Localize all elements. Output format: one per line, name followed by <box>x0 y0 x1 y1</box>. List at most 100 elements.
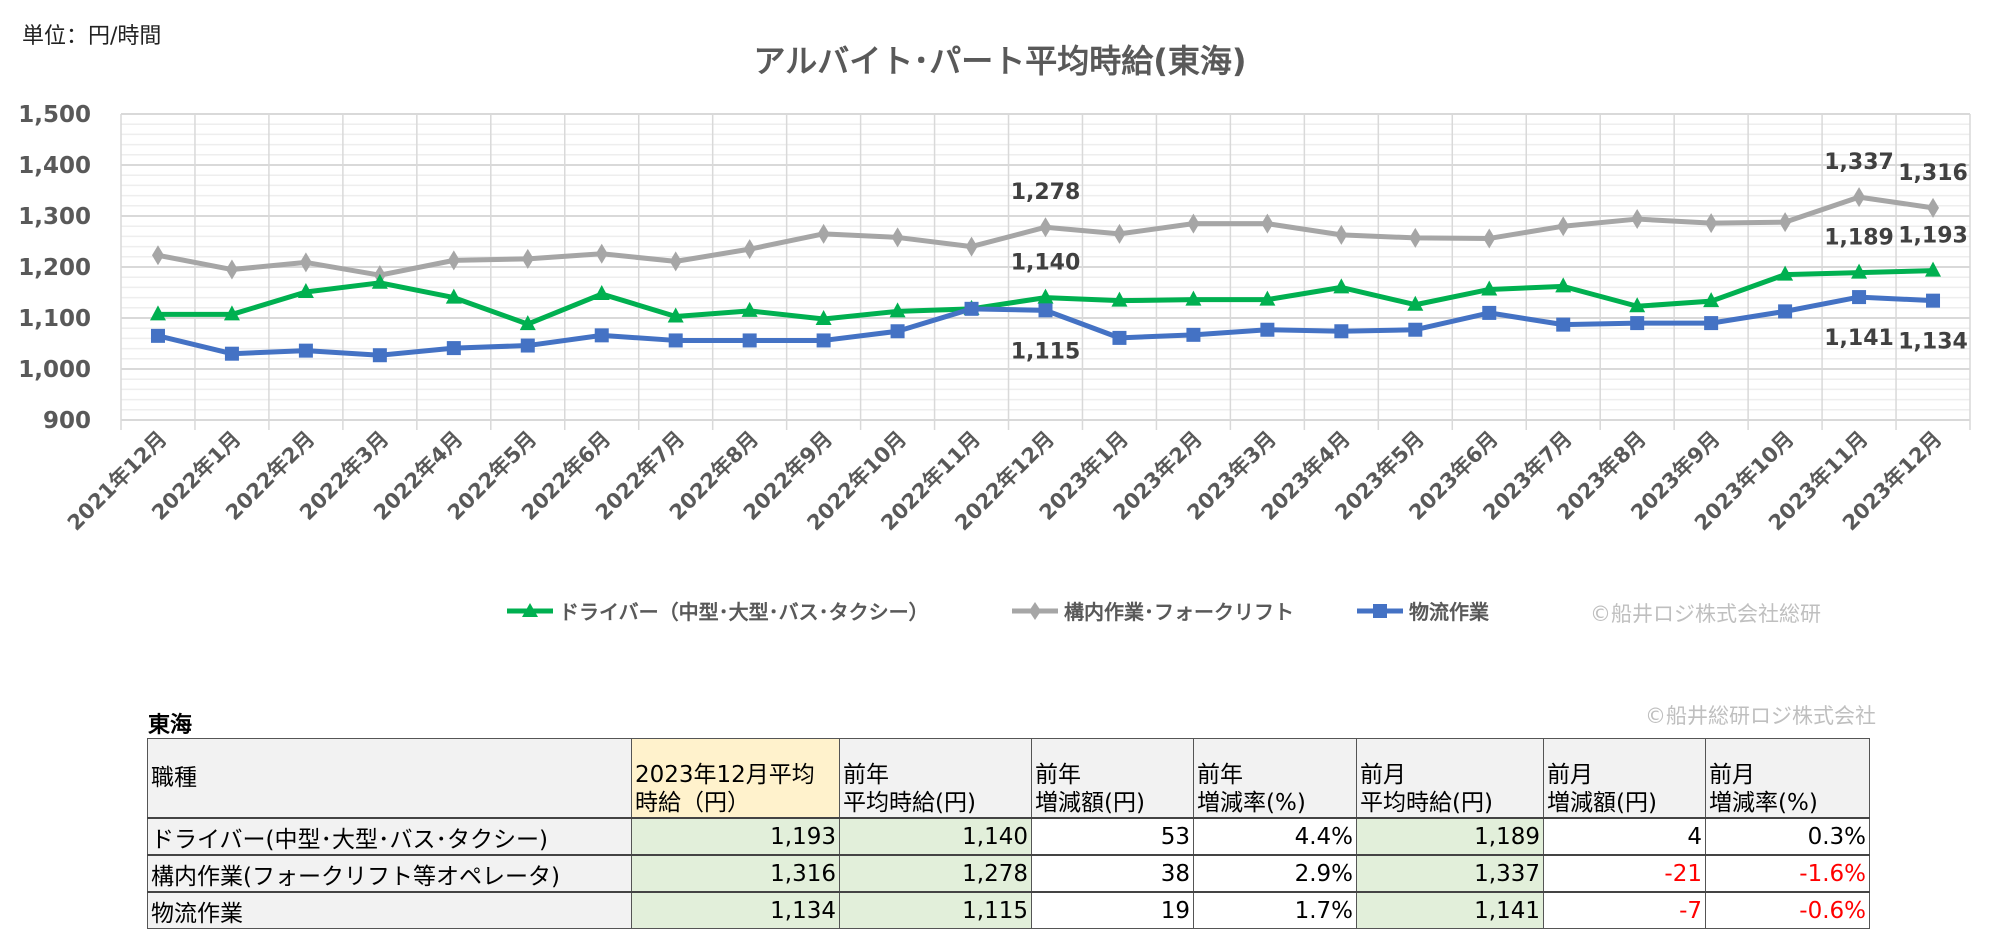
data-point-triangle <box>593 285 610 301</box>
data-point-triangle <box>1777 265 1794 281</box>
cell: -21 <box>1543 854 1706 893</box>
data-label: 1,189 <box>1824 226 1894 251</box>
data-point-diamond <box>1853 187 1866 208</box>
data-point-square <box>446 341 461 356</box>
data-point-square <box>964 301 979 316</box>
cell: 4.4% <box>1193 817 1357 856</box>
gray-diamond-marker-icon <box>1012 601 1058 620</box>
data-point-diamond <box>1039 217 1052 238</box>
data-point-square <box>1778 304 1793 319</box>
cell: -0.6% <box>1705 891 1870 929</box>
data-point-square <box>1112 330 1127 345</box>
data-point-triangle <box>445 288 462 304</box>
cell: 4 <box>1543 817 1706 856</box>
job-type-cell: ドライバー(中型･大型･バス･タクシー) <box>147 817 632 856</box>
cell: 0.3% <box>1705 817 1870 856</box>
data-point-diamond <box>1409 227 1422 248</box>
cell: -7 <box>1543 891 1706 929</box>
green-triangle-marker-icon <box>507 602 553 617</box>
chart-title: アルバイト･パート平均時給(東海) <box>753 42 1247 80</box>
data-label: 1,337 <box>1824 150 1894 175</box>
data-point-diamond <box>151 245 164 266</box>
legend-label: 構内作業･フォークリフト <box>1064 600 1294 624</box>
header-cell: 前年 増減額(円) <box>1031 738 1194 819</box>
cell: 1,115 <box>839 891 1032 929</box>
data-point-diamond <box>817 223 830 244</box>
cell: 1,316 <box>631 854 840 893</box>
data-point-square <box>742 333 757 348</box>
data-label: 1,141 <box>1824 326 1894 351</box>
data-point-square <box>816 333 831 348</box>
cell: 1,141 <box>1356 891 1544 929</box>
cell: 2.9% <box>1193 854 1357 893</box>
table-row: 物流作業 1,134 1,115 19 1.7% 1,141 -7 -0.6% <box>147 891 1870 929</box>
y-tick-label: 1,500 <box>18 102 91 128</box>
data-point-square <box>668 333 683 348</box>
data-point-square <box>1630 316 1645 331</box>
data-point-triangle <box>1259 290 1276 306</box>
data-point-triangle <box>741 301 758 317</box>
cell: 1,189 <box>1356 817 1544 856</box>
data-label: 1,316 <box>1898 161 1968 186</box>
data-point-triangle <box>149 305 166 321</box>
data-point-square <box>298 343 313 358</box>
cell: 1,134 <box>631 891 840 929</box>
data-point-square <box>1852 290 1867 305</box>
data-label: 1,115 <box>1011 339 1081 364</box>
data-point-square <box>1926 293 1941 308</box>
blue-square-marker-icon <box>1357 603 1403 618</box>
data-point-square <box>594 328 609 343</box>
header-cell: 前月 増減率(%) <box>1705 738 1870 819</box>
data-point-diamond <box>1557 216 1570 237</box>
data-point-diamond <box>965 236 978 257</box>
unit-label: 単位：円/時間 <box>22 24 162 49</box>
header-cell: 前月 増減額(円) <box>1543 738 1706 819</box>
data-point-triangle <box>667 307 684 323</box>
y-tick-label: 1,300 <box>18 204 91 230</box>
cell: 1,193 <box>631 817 840 856</box>
data-point-square <box>1408 322 1423 337</box>
data-point-diamond <box>743 239 756 260</box>
data-point-triangle <box>519 315 536 331</box>
data-point-triangle <box>297 282 314 298</box>
data-point-square <box>1482 305 1497 320</box>
cell: -1.6% <box>1705 854 1870 893</box>
wage-table: 職種 2023年12月平均 時給（円） 前年 平均時給(円) 前年 増減額(円) 前年… <box>147 738 1870 929</box>
legend-item-forklift: 構内作業･フォークリフト <box>1010 596 1294 625</box>
data-point-diamond <box>1705 213 1718 234</box>
data-point-triangle <box>1407 295 1424 311</box>
data-point-square <box>1704 316 1719 331</box>
data-point-triangle <box>1333 278 1350 294</box>
job-type-cell: 構内作業(フォークリフト等オペレータ) <box>147 854 632 893</box>
legend-label: ドライバー（中型･大型･バス･タクシー） <box>559 600 929 624</box>
legend-item-logistics: 物流作業 <box>1355 596 1489 625</box>
data-point-square <box>1260 322 1275 337</box>
data-point-diamond <box>891 227 904 248</box>
data-point-triangle <box>1555 277 1572 293</box>
header-cell: 前月 平均時給(円) <box>1356 738 1544 819</box>
y-tick-label: 900 <box>43 408 91 434</box>
header-cell: 前年 平均時給(円) <box>839 738 1032 819</box>
data-point-triangle <box>1851 263 1868 279</box>
cell: 1,140 <box>839 817 1032 856</box>
data-label: 1,278 <box>1011 180 1081 205</box>
cell: 1.7% <box>1193 891 1357 929</box>
data-label: 1,134 <box>1898 330 1968 355</box>
table-region-title: 東海 <box>148 713 193 738</box>
data-point-triangle <box>815 310 832 326</box>
y-tick-label: 1,400 <box>18 153 91 179</box>
data-point-square <box>520 338 535 353</box>
data-point-triangle <box>1925 261 1942 277</box>
legend-item-driver: ドライバー（中型･大型･バス･タクシー） <box>505 596 929 625</box>
data-point-diamond <box>1483 228 1496 249</box>
data-point-diamond <box>1187 213 1200 234</box>
data-label: 1,193 <box>1898 224 1968 249</box>
legend-label: 物流作業 <box>1409 600 1489 624</box>
table-header-row: 職種 2023年12月平均 時給（円） 前年 平均時給(円) 前年 増減額(円) 前年… <box>147 738 1870 819</box>
data-point-diamond <box>1631 209 1644 230</box>
y-tick-label: 1,000 <box>18 357 91 383</box>
data-point-square <box>1186 327 1201 342</box>
cell: 1,278 <box>839 854 1032 893</box>
data-point-triangle <box>1481 280 1498 296</box>
data-point-diamond <box>1261 213 1274 234</box>
